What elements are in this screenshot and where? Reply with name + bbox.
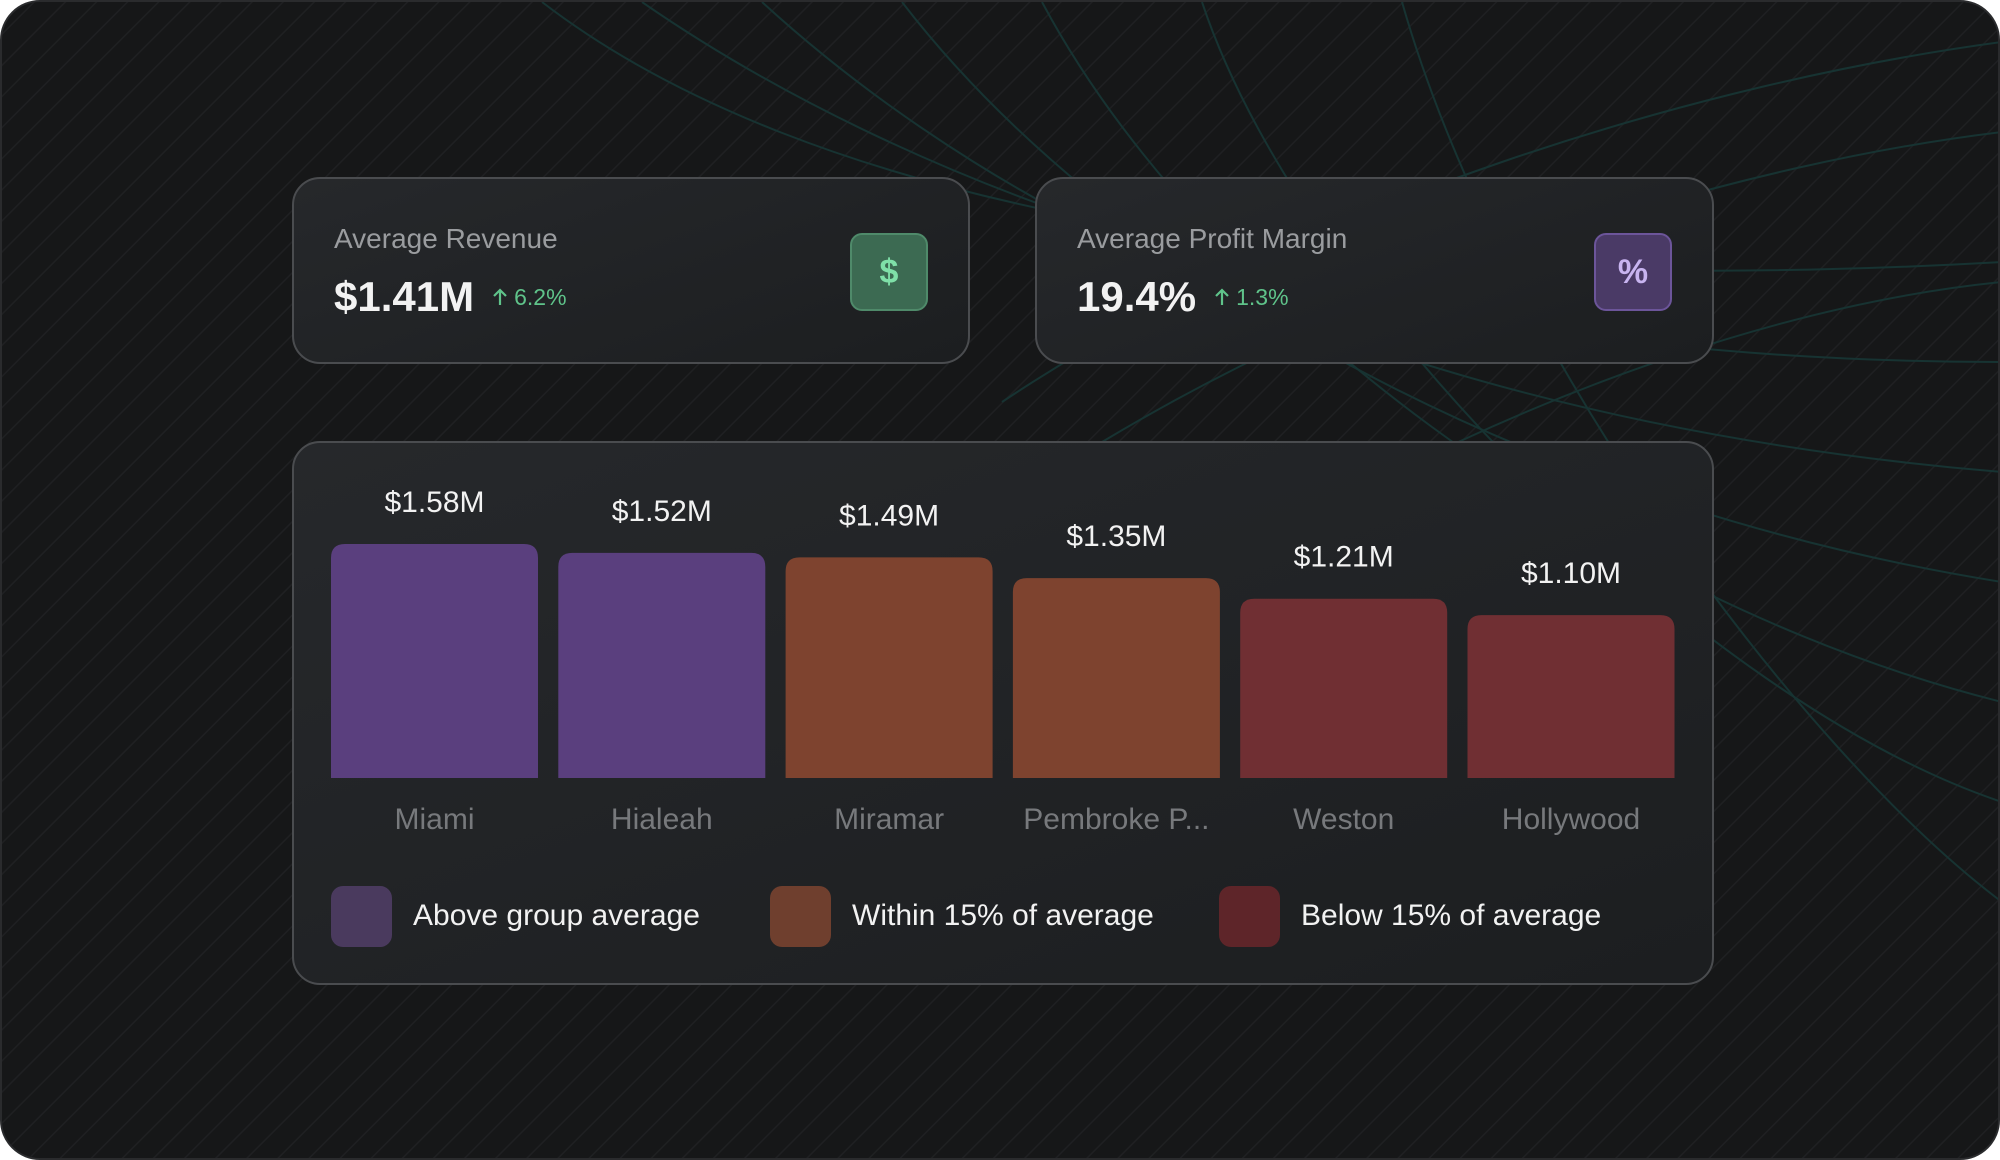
legend-label: Within 15% of average [852, 899, 1154, 932]
value-label: $1.21M [1294, 541, 1394, 574]
kpi-label: Average Profit Margin [1077, 223, 1348, 254]
value-label: $1.10M [1521, 557, 1621, 590]
kpi-icon: % [1594, 233, 1672, 311]
kpi-label: Average Revenue [334, 223, 558, 254]
kpi-icon: $ [850, 233, 928, 311]
up-arrow [493, 288, 507, 305]
up-arrow [1215, 288, 1229, 305]
category-label: Pembroke P... [1023, 803, 1209, 836]
category-label: Weston [1293, 803, 1394, 836]
value-label: $1.35M [1066, 520, 1166, 553]
legend-swatch [331, 886, 392, 947]
bar [785, 557, 993, 778]
category-label: Hollywood [1502, 803, 1640, 836]
kpi-value: 19.4% [1077, 273, 1197, 320]
kpi-card: Average Profit Margin 19.4% 1.3% % [1035, 177, 1714, 364]
legend-label: Below 15% of average [1301, 899, 1601, 932]
legend-swatch [770, 886, 831, 947]
bar [1467, 615, 1675, 778]
legend-swatch [1219, 886, 1280, 947]
value-label: $1.58M [384, 486, 484, 519]
kpi-value: $1.41M [334, 273, 475, 320]
kpi-change: 6.2% [514, 283, 567, 310]
category-label: Miami [395, 803, 475, 836]
kpi-card: Average Revenue $1.41M 6.2% $ [292, 177, 970, 364]
bar [1012, 578, 1220, 778]
value-label: $1.52M [612, 495, 712, 528]
kpi-change: 1.3% [1236, 283, 1289, 310]
category-label: Miramar [834, 803, 944, 836]
bar [1240, 598, 1448, 778]
value-label: $1.49M [839, 499, 939, 532]
legend-label: Above group average [413, 899, 700, 932]
bar [558, 552, 766, 778]
bar [331, 544, 538, 778]
category-label: Hialeah [611, 803, 713, 836]
